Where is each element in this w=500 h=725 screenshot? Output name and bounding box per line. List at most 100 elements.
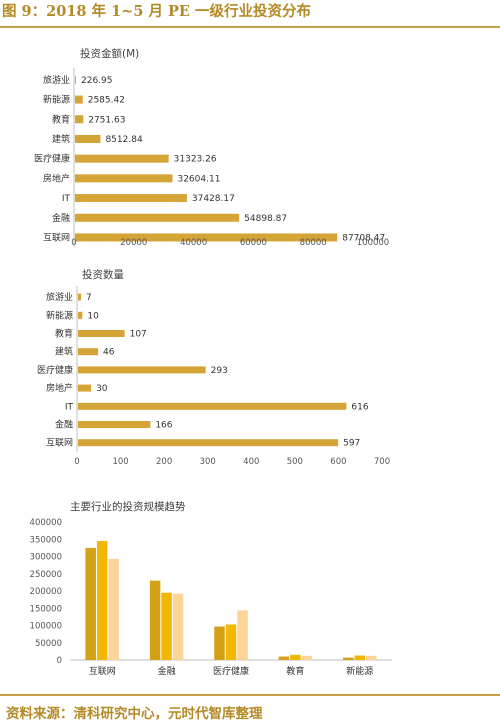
bar — [214, 626, 225, 660]
x-tick-label: 700 — [374, 457, 390, 467]
x-tick-label: 400 — [243, 457, 259, 467]
page-title: 图 9：2018 年 1~5 月 PE 一级行业投资分布 — [2, 3, 312, 20]
bar — [75, 134, 101, 143]
data-label: 293 — [211, 366, 228, 376]
y-tick-label: 300000 — [30, 553, 62, 563]
x-category-label: 医疗健康 — [213, 665, 249, 677]
bar — [149, 580, 161, 660]
data-label: 30 — [96, 384, 108, 394]
bar — [75, 233, 338, 242]
category-label: 建筑 — [55, 346, 73, 358]
category-label: 新能源 — [46, 309, 73, 321]
category-label: 房地产 — [43, 172, 70, 184]
y-tick-label: 350000 — [30, 535, 62, 545]
category-label: 新能源 — [43, 94, 70, 106]
x-category-label: 互联网 — [89, 666, 116, 677]
chart-title: 投资金额(M) — [80, 47, 139, 60]
bar — [75, 194, 187, 203]
bar — [237, 610, 248, 660]
industry-trend-chart: 主要行业的投资规模趋势 0 50000 100000 150000 200000 25000… — [0, 494, 500, 684]
data-label: 87708.47 — [342, 233, 385, 243]
bar — [75, 154, 169, 163]
category-label: 旅游业 — [46, 291, 73, 303]
category-label: 教育 — [52, 113, 70, 125]
bar — [78, 384, 92, 392]
data-label: 107 — [130, 330, 147, 340]
data-label: 2751.63 — [88, 115, 125, 125]
x-tick-label: 80000 — [300, 238, 327, 248]
bar — [75, 174, 173, 183]
y-tick-label: 250000 — [30, 570, 62, 580]
bar — [78, 402, 347, 410]
data-label: 31323.26 — [174, 155, 217, 165]
bar — [278, 656, 290, 660]
bar — [78, 366, 206, 374]
category-label: 金融 — [52, 212, 70, 224]
category-label: 金融 — [55, 419, 73, 431]
data-label: 597 — [343, 439, 360, 449]
chart-title: 投资数量 — [82, 268, 124, 281]
data-label: 7 — [86, 293, 92, 303]
bar — [75, 115, 84, 124]
category-label: 建筑 — [52, 133, 70, 145]
category-label: IT — [65, 402, 74, 412]
category-label: 医疗健康 — [34, 153, 70, 165]
bar — [78, 311, 83, 319]
bar — [225, 624, 237, 660]
x-tick-label: 0 — [71, 238, 76, 248]
x-category-label: 金融 — [158, 665, 176, 677]
bar — [161, 592, 172, 660]
x-tick-label: 500 — [287, 457, 303, 467]
bar — [78, 348, 99, 356]
source-note: 资料来源：清科研究中心，元时代智库整理 — [6, 706, 263, 722]
category-label: 互联网 — [46, 438, 73, 449]
bar — [108, 558, 119, 660]
data-label: 2585.42 — [88, 96, 125, 106]
y-tick-label: 400000 — [30, 518, 62, 528]
category-label: 教育 — [55, 328, 73, 340]
bar — [290, 654, 301, 660]
data-label: 46 — [103, 348, 115, 358]
x-tick-label: 300 — [200, 457, 216, 467]
bar — [75, 95, 83, 104]
data-label: 10 — [87, 311, 99, 321]
y-tick-label: 100000 — [30, 622, 62, 632]
data-label: 8512.84 — [105, 135, 142, 145]
x-tick-label: 40000 — [180, 238, 207, 248]
y-tick-label: 150000 — [30, 604, 62, 614]
bar — [343, 657, 354, 660]
x-tick-label: 100 — [112, 457, 128, 467]
category-label: 医疗健康 — [37, 364, 73, 376]
industry-trend-chart-svg: 主要行业的投资规模趋势 0 50000 100000 150000 200000 25000… — [30, 500, 392, 677]
bar — [301, 655, 313, 660]
header-divider — [0, 26, 500, 28]
bar — [78, 439, 339, 447]
x-tick-label: 0 — [74, 457, 79, 467]
y-tick-label: 0 — [57, 656, 62, 666]
x-tick-label: 200 — [156, 457, 172, 467]
bar — [85, 547, 96, 660]
data-label: 37428.17 — [192, 194, 235, 204]
footer-divider — [0, 694, 500, 696]
bar — [75, 213, 240, 222]
data-label: 166 — [155, 421, 172, 431]
bar — [172, 593, 184, 660]
y-tick-label: 200000 — [30, 587, 62, 597]
x-tick-label: 20000 — [120, 238, 147, 248]
bar — [75, 75, 76, 84]
category-label: 旅游业 — [43, 74, 70, 86]
category-label: 互联网 — [43, 232, 70, 243]
data-label: 54898.87 — [244, 214, 287, 224]
x-tick-label: 60000 — [240, 238, 267, 248]
bar — [96, 540, 108, 660]
x-category-label: 新能源 — [346, 665, 373, 677]
y-tick-label: 50000 — [35, 639, 62, 649]
investment-amount-chart: 投资金额(M) 旅游业 226.95 新能源 2585.42 教育 2751.63 建筑 851… — [0, 40, 500, 255]
bar — [354, 655, 366, 660]
investment-count-chart: 投资数量 旅游业 7 新能源 10 教育 107 建筑 46 医疗健康 293 房地产 30 IT 616 金… — [0, 262, 500, 477]
bar — [78, 421, 151, 428]
category-label: 房地产 — [46, 382, 73, 394]
chart-title: 主要行业的投资规模趋势 — [70, 500, 186, 513]
investment-amount-chart-svg: 投资金额(M) 旅游业 226.95 新能源 2585.42 教育 2751.63 建筑 851… — [34, 47, 389, 248]
